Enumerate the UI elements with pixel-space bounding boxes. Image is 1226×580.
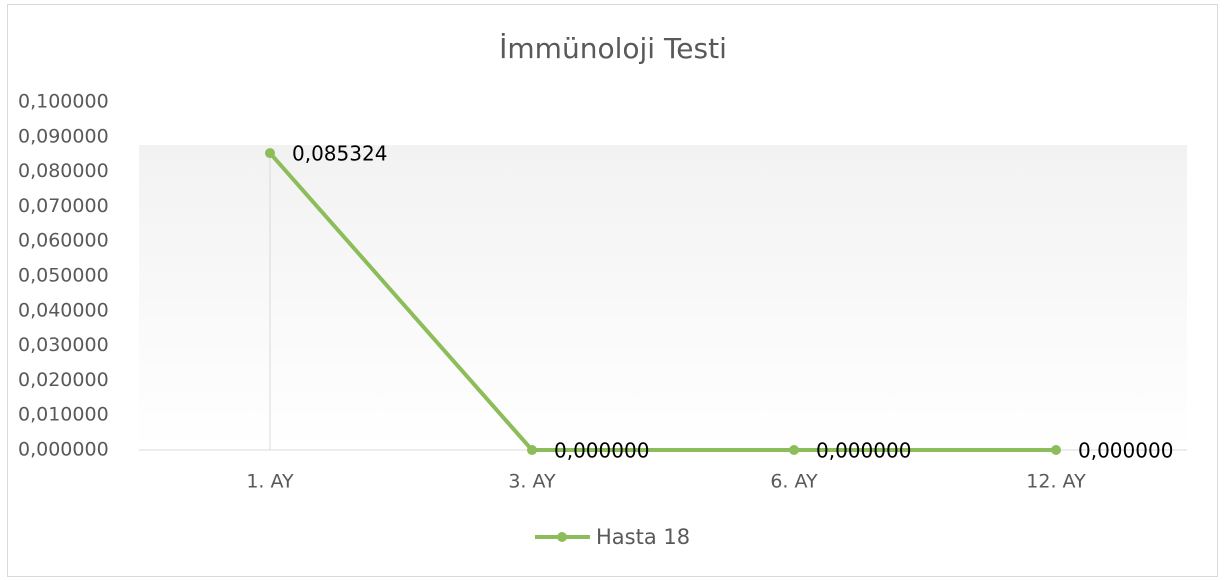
- plot-background: [139, 145, 1187, 450]
- data-point: [1051, 445, 1061, 455]
- y-tick-label: 0,040000: [18, 299, 109, 321]
- y-tick-label: 0,070000: [18, 195, 109, 217]
- legend-marker: [557, 532, 567, 542]
- x-tick-label: 6. AY: [770, 471, 818, 493]
- data-label: 0,000000: [554, 439, 649, 463]
- y-tick-label: 0,010000: [18, 404, 109, 426]
- y-tick-label: 0,030000: [18, 334, 109, 356]
- data-label: 0,085324: [292, 142, 387, 166]
- legend-label: Hasta 18: [596, 525, 690, 549]
- x-tick-label: 12. AY: [1026, 471, 1086, 493]
- series-line: [268, 151, 1056, 452]
- data-label: 0,000000: [1078, 439, 1173, 463]
- x-tick-label: 3. AY: [508, 471, 556, 493]
- data-point: [265, 148, 275, 159]
- data-point: [527, 445, 537, 455]
- x-tick-label: 1. AY: [246, 471, 294, 493]
- data-label: 0,000000: [816, 439, 911, 463]
- y-tick-label: 0,020000: [18, 369, 109, 391]
- chart-title: İmmünoloji Testi: [499, 32, 727, 65]
- data-point: [789, 445, 799, 455]
- y-tick-label: 0,080000: [18, 160, 109, 182]
- y-tick-label: 0,050000: [18, 265, 109, 287]
- y-tick-label: 0,060000: [18, 230, 109, 252]
- y-tick-label: 0,100000: [18, 91, 109, 113]
- y-tick-label: 0,090000: [18, 125, 109, 147]
- y-tick-label: 0,000000: [18, 439, 109, 461]
